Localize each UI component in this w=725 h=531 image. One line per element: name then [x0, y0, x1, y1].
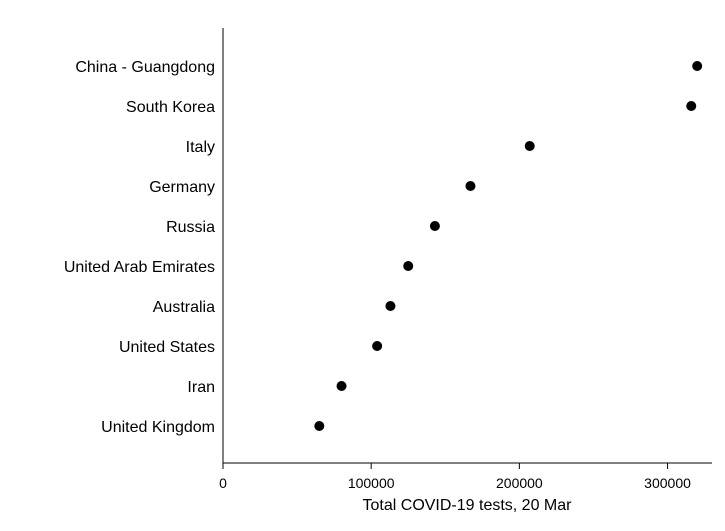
x-axis-ticks: 0 100000 200000 300000	[219, 463, 691, 491]
data-point-united-arab-emirates[interactable]	[403, 261, 414, 271]
data-point-italy[interactable]	[524, 141, 535, 151]
x-axis-title: Total COVID-19 tests, 20 Mar	[363, 497, 573, 514]
x-tick-label: 100000	[348, 475, 395, 491]
data-point-united-kingdom[interactable]	[314, 421, 325, 431]
data-point-united-states[interactable]	[372, 341, 383, 351]
category-label-united-states: United States	[119, 339, 215, 356]
category-label-italy: Italy	[186, 139, 215, 156]
data-point-iran[interactable]	[336, 381, 347, 391]
category-label-united-kingdom: United Kingdom	[101, 419, 215, 436]
x-tick-label: 0	[219, 475, 227, 491]
data-point-australia[interactable]	[385, 301, 396, 311]
category-label-united-arab-emirates: United Arab Emirates	[64, 259, 215, 276]
axes	[222, 28, 712, 464]
data-point-china-guangdong[interactable]	[692, 61, 703, 71]
category-label-south-korea: South Korea	[126, 99, 215, 116]
data-point-russia[interactable]	[429, 221, 440, 231]
x-tick-label: 300000	[644, 475, 691, 491]
category-labels: China - Guangdong South Korea Italy Germany…	[64, 59, 215, 436]
data-point-south-korea[interactable]	[686, 101, 697, 111]
category-label-china-guangdong: China - Guangdong	[75, 59, 215, 76]
data-point-germany[interactable]	[465, 181, 476, 191]
data-points	[314, 61, 703, 431]
category-label-iran: Iran	[187, 379, 215, 396]
category-label-germany: Germany	[149, 179, 215, 196]
category-label-australia: Australia	[153, 299, 215, 316]
category-label-russia: Russia	[166, 219, 215, 236]
x-tick-label: 200000	[496, 475, 543, 491]
